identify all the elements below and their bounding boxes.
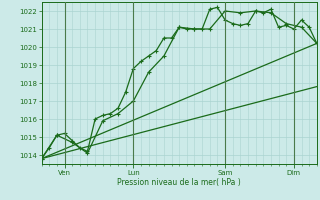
X-axis label: Pression niveau de la mer( hPa ): Pression niveau de la mer( hPa )	[117, 178, 241, 187]
